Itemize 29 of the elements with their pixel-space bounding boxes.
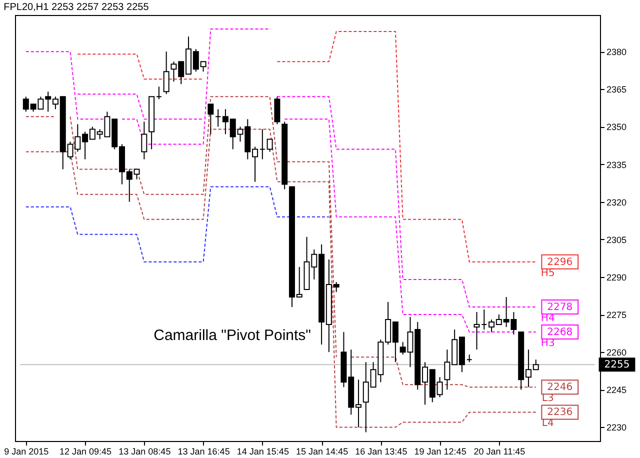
annotation: Camarilla "Pivot Points"	[154, 327, 311, 344]
chart-title: FPL20,H1 2253 2257 2253 2255	[4, 2, 150, 13]
x-tick-label: 14 Jan 15:45	[236, 446, 289, 456]
x-tick-label: 12 Jan 09:45	[60, 446, 112, 456]
legend-label: H5	[540, 268, 555, 279]
data-label: 2278	[547, 302, 573, 314]
y-tick-label: 2290	[606, 272, 627, 282]
y-tick-label: 2305	[606, 234, 627, 245]
x-tick-label: 15 Jan 14:45	[296, 446, 348, 456]
y-tick-label: 2365	[606, 84, 627, 95]
y-tick-label: 2350	[606, 122, 627, 132]
x-tick-label: 13 Jan 16:45	[178, 446, 230, 456]
x-tick-label: 19 Jan 12:45	[414, 446, 466, 456]
data-label: 2268	[547, 327, 573, 338]
y-tick-label: 2320	[606, 197, 627, 208]
data-label: 2236	[547, 407, 573, 418]
data-label: 2246	[547, 382, 573, 394]
ref-line-label: 2255	[604, 360, 630, 371]
y-tick-label: 2275	[606, 310, 627, 320]
y-tick-label: 2230	[606, 422, 627, 433]
x-tick-label: 9 Jan 2015	[4, 446, 49, 456]
y-tick-label: 2380	[606, 47, 627, 58]
y-tick-label: 2245	[606, 385, 627, 396]
x-tick-label: 16 Jan 13:45	[355, 446, 408, 456]
x-tick-label: 20 Jan 11:45	[474, 446, 526, 456]
y-tick-label: 2260	[606, 348, 627, 358]
data-label: 2296	[547, 256, 573, 268]
x-tick-label: 13 Jan 08:45	[118, 446, 171, 456]
y-tick-label: 2335	[606, 160, 627, 170]
